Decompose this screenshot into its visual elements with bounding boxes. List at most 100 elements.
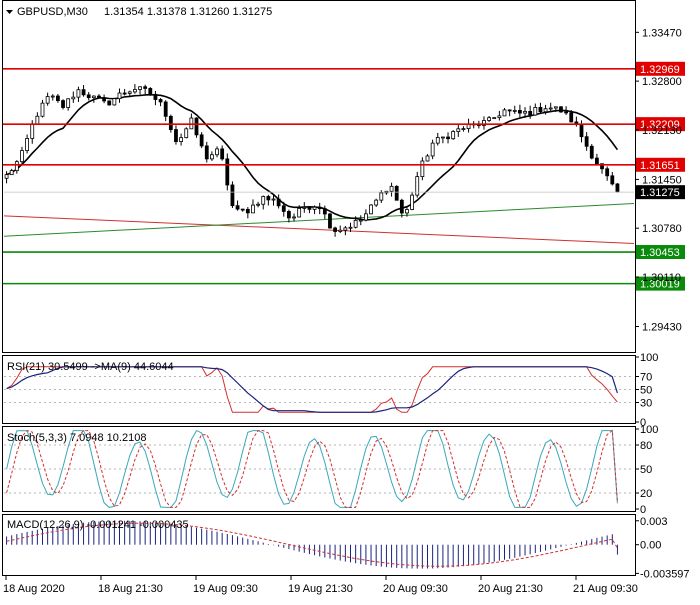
candle-body: [584, 136, 589, 147]
candle-body: [589, 145, 594, 159]
candle-body: [20, 150, 24, 163]
candle-body: [610, 175, 615, 185]
candle-body: [30, 123, 35, 139]
candle-body: [266, 196, 271, 201]
candle-body: [497, 115, 502, 119]
candle-body: [430, 142, 435, 157]
candle-body: [435, 137, 440, 144]
time-tick-label: 21 Aug 09:30: [573, 583, 638, 595]
candle-body: [225, 158, 230, 186]
time-tick-label: 20 Aug 21:30: [478, 583, 543, 595]
candle-body: [215, 148, 219, 156]
rsi-ma-line: [6, 366, 618, 413]
price-tick-label: 1.30110: [642, 272, 681, 284]
price-panel[interactable]: [2, 0, 636, 353]
level-price-label: 1.30453: [640, 247, 680, 259]
candle-body: [328, 213, 332, 229]
candle-body: [343, 227, 348, 231]
candle-body: [523, 110, 527, 114]
candle-body: [579, 123, 584, 138]
candle-body: [138, 86, 142, 90]
stoch-tick-label: 0: [640, 504, 646, 516]
price-tick-label: 1.33470: [642, 27, 682, 39]
candle-body: [487, 117, 492, 121]
candle-body: [143, 86, 148, 89]
candle-body: [261, 196, 266, 205]
candle-body: [379, 192, 384, 201]
candle-body: [245, 208, 250, 214]
rsi-label: RSI(21) 30.5499 ->MA(9) 44.6044: [7, 361, 174, 373]
time-tick-label: 19 Aug 21:30: [288, 583, 353, 595]
candle-body: [256, 203, 261, 206]
candle-body: [271, 198, 276, 201]
level-price-label: 1.32209: [640, 119, 680, 131]
candle-body: [4, 174, 9, 179]
level-price-box: [636, 117, 685, 132]
time-axis: 18 Aug 2020 18 Aug 21:30 19 Aug 09:30 19 Au…: [3, 576, 638, 595]
candle-body: [61, 100, 65, 108]
macd-tick-label: -0.003597: [640, 568, 690, 580]
candle-body: [322, 208, 327, 215]
candle-body: [240, 208, 245, 211]
candle-body: [107, 100, 112, 106]
candle-body: [446, 136, 450, 140]
candle-body: [538, 107, 543, 113]
candle-body: [40, 102, 45, 117]
rsi-tick-label: 30: [640, 398, 652, 410]
time-tick-label: 19 Aug 09:30: [193, 583, 258, 595]
candle-body: [425, 155, 430, 162]
candle-body: [553, 106, 558, 109]
candle-body: [548, 107, 553, 110]
candle-body: [179, 137, 184, 142]
candle-body: [81, 89, 86, 96]
candle-body: [358, 219, 363, 222]
candle-body: [86, 94, 91, 99]
price-axis: 1.33470 1.32800 1.32130 1.31450 1.30780 1.301…: [635, 27, 682, 334]
candle-body: [307, 207, 312, 210]
candle-body: [56, 95, 60, 102]
candle-body: [220, 148, 225, 160]
candle-body: [482, 120, 486, 126]
collapse-triangle-icon[interactable]: [6, 10, 13, 14]
candle-body: [71, 96, 76, 100]
time-tick-label: 20 Aug 09:30: [383, 583, 448, 595]
horizontal-levels: 1.32969 1.32209 1.31651 1.30453 1.30019 1.312…: [3, 61, 685, 291]
level-price-box: [636, 157, 685, 172]
macd-tick-label: 0.00: [640, 540, 661, 552]
candle-body: [605, 168, 610, 177]
candle-body: [410, 194, 415, 210]
candle-body: [502, 109, 507, 117]
candle-body: [302, 207, 307, 209]
candle-body: [163, 101, 168, 117]
price-tick-label: 1.29430: [642, 322, 682, 334]
candle-body: [66, 98, 71, 108]
candle-body: [338, 229, 343, 232]
candle-body: [405, 209, 409, 214]
candle-body: [564, 111, 568, 114]
candle-body: [102, 97, 106, 102]
candle-body: [543, 108, 548, 113]
rsi-tick-label: 70: [640, 372, 652, 384]
candle-body: [132, 89, 137, 93]
candle-body: [148, 88, 153, 95]
red-trendline: [3, 215, 635, 244]
candle-body: [91, 95, 96, 99]
candle-body: [466, 123, 471, 129]
candle-body: [533, 107, 538, 116]
rsi-tick-label: 50: [640, 385, 652, 397]
candle-body: [348, 226, 353, 229]
candle-body: [600, 163, 604, 170]
macd-label: MACD(12,26,9) -0.001241 -0.000435: [7, 519, 189, 531]
candle-body: [25, 138, 30, 151]
candle-body: [45, 96, 50, 104]
macd-histogram: [6, 520, 618, 569]
stoch-label: Stoch(5,3,3) 7.0948 10.2108: [7, 432, 146, 444]
stoch-tick-label: 50: [640, 464, 652, 476]
candle-body: [317, 206, 322, 210]
candle-body: [389, 185, 394, 192]
candle-body: [292, 216, 296, 219]
candle-body: [312, 206, 317, 210]
